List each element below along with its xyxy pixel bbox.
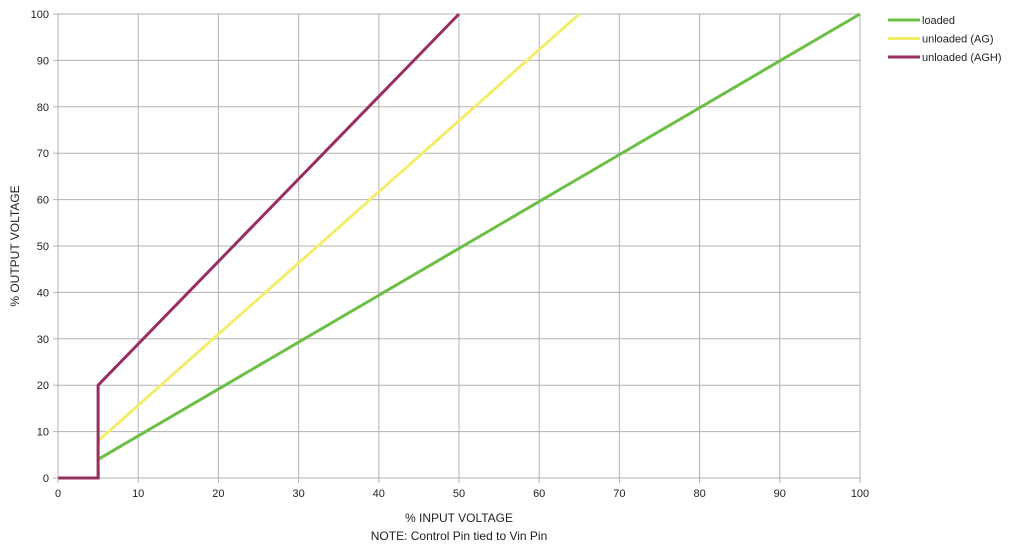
x-tick-label: 40 — [373, 488, 385, 500]
x-tick-label: 0 — [55, 488, 61, 500]
y-axis-title: % OUTPUT VOLTAGE — [8, 185, 22, 306]
x-tick-label: 30 — [292, 488, 304, 500]
x-tick-label: 80 — [693, 488, 705, 500]
x-tick-label: 20 — [212, 488, 224, 500]
series-line-3 — [58, 12, 461, 480]
grid — [57, 13, 861, 479]
y-tick-label: 20 — [37, 380, 49, 392]
y-tick-label: 10 — [37, 427, 49, 439]
x-tick-label: 10 — [132, 488, 144, 500]
y-tick-label: 90 — [37, 55, 49, 67]
y-tick-label: 40 — [37, 287, 49, 299]
axes: 0 10 20 30 40 50 60 70 80 90 100 0 10 20 30 40 50 60 70 80 9… — [31, 9, 870, 500]
y-tick-label: 50 — [37, 241, 49, 253]
series-group — [58, 12, 861, 480]
y-tick-label: 80 — [37, 102, 49, 114]
x-tick-label: 100 — [851, 488, 869, 500]
y-tick-label: 0 — [43, 473, 49, 485]
y-tick-label: 30 — [37, 334, 49, 346]
legend-label: loaded — [922, 15, 955, 27]
legend-label: unloaded (AGH) — [922, 52, 1002, 64]
x-tick-label: 90 — [774, 488, 786, 500]
x-tick-label: 70 — [613, 488, 625, 500]
y-tick-label: 60 — [37, 195, 49, 207]
legend-label: unloaded (AG) — [922, 34, 994, 46]
x-tick-label: 50 — [453, 488, 465, 500]
chart-note: NOTE: Control Pin tied to Vin Pin — [371, 529, 548, 543]
x-axis-title: % INPUT VOLTAGE — [405, 511, 513, 525]
y-tick-label: 70 — [37, 148, 49, 160]
x-tick-label: 60 — [533, 488, 545, 500]
y-tick-label: 100 — [31, 9, 49, 21]
legend: loaded unloaded (AG) unloaded (AGH) — [888, 15, 1002, 64]
